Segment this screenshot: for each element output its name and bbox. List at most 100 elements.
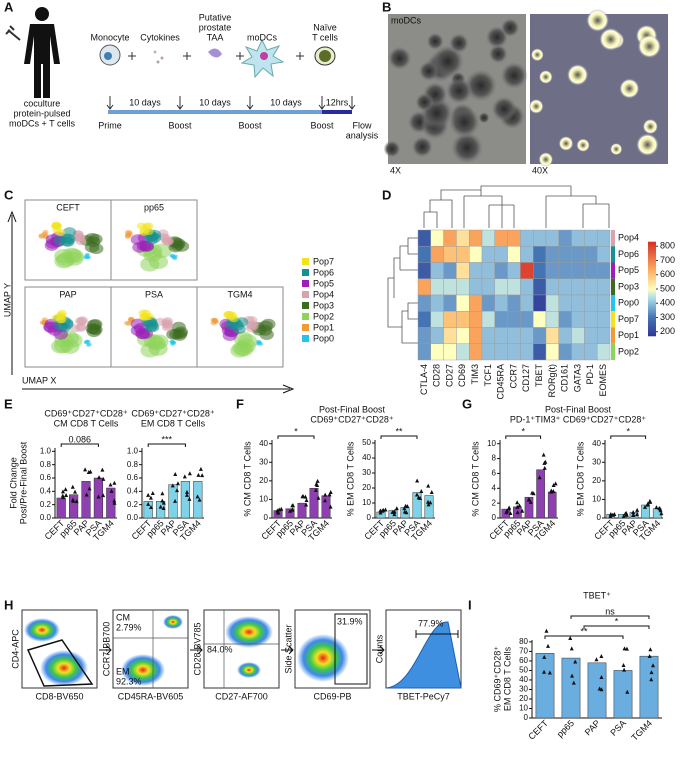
heatmap-cell bbox=[469, 327, 483, 344]
umap-cluster bbox=[41, 231, 48, 237]
y-axis-label: % CM CD8 T Cells bbox=[470, 441, 480, 517]
point bbox=[515, 504, 520, 509]
point bbox=[158, 504, 163, 509]
point bbox=[631, 512, 636, 517]
y-tick-label: 1.0 bbox=[127, 446, 139, 455]
y-tick-label: 0.2 bbox=[40, 500, 52, 509]
label: Post-Final Boost bbox=[319, 404, 386, 414]
point bbox=[276, 510, 281, 515]
point bbox=[64, 493, 69, 498]
cell bbox=[599, 27, 623, 51]
point bbox=[327, 492, 332, 497]
point bbox=[551, 483, 556, 488]
legend-swatch bbox=[302, 313, 309, 320]
row-color bbox=[611, 278, 615, 295]
label: TBET⁺ bbox=[583, 590, 611, 600]
heatmap-cell bbox=[520, 294, 534, 312]
column-label: EOMES bbox=[598, 364, 608, 397]
cell bbox=[586, 8, 610, 32]
colorbar-segment bbox=[648, 333, 656, 337]
bar bbox=[613, 670, 633, 719]
colorbar-segment bbox=[648, 323, 656, 327]
cell bbox=[642, 118, 659, 135]
y-tick-label: 4 bbox=[492, 483, 497, 492]
y-axis-label: % EM CD8 T Cells bbox=[345, 441, 355, 516]
significance-bracket bbox=[610, 435, 647, 439]
colorbar-label: 800 bbox=[660, 241, 675, 251]
point bbox=[315, 482, 320, 487]
significance-bracket bbox=[147, 443, 186, 447]
umap-cluster bbox=[169, 339, 175, 344]
bar bbox=[424, 495, 434, 519]
column-label: CD127 bbox=[521, 364, 531, 392]
point bbox=[568, 635, 573, 640]
y-tick-label: 0 bbox=[524, 713, 529, 722]
point bbox=[146, 501, 151, 506]
heatmap-cell bbox=[494, 278, 508, 296]
point bbox=[631, 509, 636, 514]
point bbox=[659, 511, 664, 516]
panel-letter: E bbox=[4, 396, 13, 411]
heatmap-cell bbox=[494, 343, 508, 361]
colorbar-segment bbox=[648, 300, 656, 304]
heatmap-cell bbox=[584, 343, 598, 361]
axis-arrow bbox=[7, 210, 17, 375]
heatmap-cell bbox=[584, 229, 598, 247]
heatmap-cell bbox=[571, 327, 585, 344]
heatmap-cell bbox=[571, 262, 585, 279]
point bbox=[313, 488, 318, 493]
y-tick-label: 0.6 bbox=[127, 473, 139, 482]
colorbar-segment bbox=[648, 293, 656, 297]
y-tick-label: 1.0 bbox=[40, 446, 52, 455]
umap-cluster bbox=[136, 222, 147, 230]
point bbox=[429, 490, 434, 495]
annotation: ** bbox=[580, 626, 588, 636]
colorbar-segment bbox=[648, 255, 656, 259]
point bbox=[97, 475, 102, 480]
heatmap-cell bbox=[558, 246, 572, 263]
point bbox=[526, 497, 531, 502]
umap-cluster bbox=[133, 322, 149, 334]
column-label: RORg(t) bbox=[547, 364, 557, 398]
y-tick-label: 40 bbox=[362, 453, 371, 462]
point bbox=[100, 467, 105, 472]
heatmap-cell bbox=[597, 246, 611, 263]
point bbox=[571, 680, 576, 685]
point bbox=[403, 503, 408, 508]
point bbox=[426, 483, 431, 488]
heatmap-cell bbox=[558, 311, 572, 328]
point bbox=[599, 674, 604, 679]
annotation: * bbox=[615, 616, 619, 626]
umap-cluster bbox=[172, 256, 178, 261]
x-axis-label: CD45RA-BV605 bbox=[118, 691, 184, 701]
point bbox=[112, 480, 117, 485]
x-tick-label: PSA bbox=[608, 718, 628, 738]
heatmap-cell bbox=[456, 278, 470, 296]
heatmap-cell bbox=[507, 294, 521, 312]
heatmap-cell bbox=[533, 294, 547, 312]
heatmap-cell bbox=[520, 343, 534, 361]
y-tick-label: 0.8 bbox=[40, 460, 52, 469]
bar bbox=[547, 491, 557, 519]
annotation: 0.086 bbox=[69, 434, 92, 444]
heatmap-cell bbox=[443, 278, 457, 296]
colorbar-segment bbox=[648, 331, 656, 334]
point bbox=[528, 499, 533, 504]
heatmap-cell bbox=[430, 294, 444, 312]
umap-cluster bbox=[213, 319, 220, 325]
heatmap-cell bbox=[545, 262, 560, 279]
heatmap-cell bbox=[456, 327, 470, 344]
heatmap-cell bbox=[469, 343, 483, 361]
column-label: CD28 bbox=[432, 364, 442, 387]
point bbox=[148, 505, 153, 510]
colorbar-segment bbox=[648, 288, 656, 292]
umap-cluster bbox=[84, 232, 100, 244]
point bbox=[378, 510, 383, 515]
bar bbox=[561, 657, 581, 719]
column-label: CTLA-4 bbox=[419, 364, 429, 395]
heatmap-cell bbox=[558, 229, 572, 247]
label: 40X bbox=[532, 165, 548, 175]
point bbox=[531, 491, 536, 496]
y-tick-label: 2 bbox=[492, 498, 497, 507]
label: 12hrs bbox=[326, 97, 349, 107]
